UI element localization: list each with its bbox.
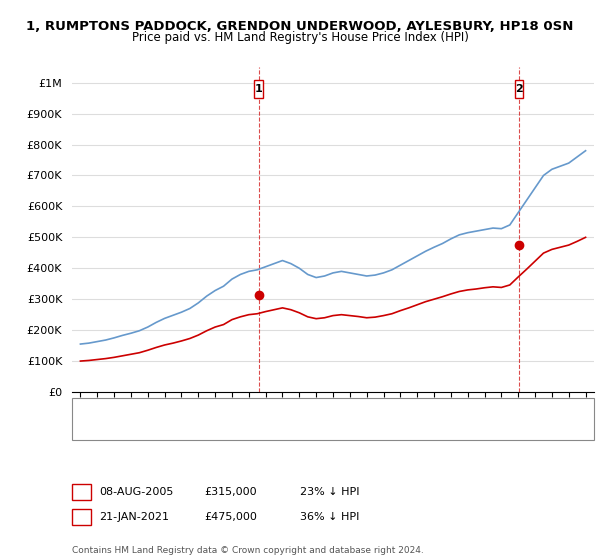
Text: £315,000: £315,000 (204, 487, 257, 497)
FancyBboxPatch shape (515, 80, 523, 98)
Text: 1, RUMPTONS PADDOCK, GRENDON UNDERWOOD, AYLESBURY, HP18 0SN: 1, RUMPTONS PADDOCK, GRENDON UNDERWOOD, … (26, 20, 574, 32)
Text: 23% ↓ HPI: 23% ↓ HPI (300, 487, 359, 497)
Text: 1: 1 (254, 84, 262, 94)
Text: Contains HM Land Registry data © Crown copyright and database right 2024.: Contains HM Land Registry data © Crown c… (72, 546, 424, 555)
Text: 1: 1 (78, 487, 85, 497)
Text: 2: 2 (78, 512, 85, 522)
Text: Price paid vs. HM Land Registry's House Price Index (HPI): Price paid vs. HM Land Registry's House … (131, 31, 469, 44)
Text: 2: 2 (515, 84, 523, 94)
FancyBboxPatch shape (254, 80, 263, 98)
Text: 08-AUG-2005: 08-AUG-2005 (99, 487, 173, 497)
Text: 1, RUMPTONS PADDOCK, GRENDON UNDERWOOD, AYLESBURY, HP18 0SN (detached hou: 1, RUMPTONS PADDOCK, GRENDON UNDERWOOD, … (111, 404, 548, 414)
Text: HPI: Average price, detached house, Buckinghamshire: HPI: Average price, detached house, Buck… (111, 423, 377, 433)
Text: £475,000: £475,000 (204, 512, 257, 522)
Text: 21-JAN-2021: 21-JAN-2021 (99, 512, 169, 522)
Text: ———: ——— (81, 403, 119, 416)
Text: ———: ——— (81, 421, 119, 435)
Text: 36% ↓ HPI: 36% ↓ HPI (300, 512, 359, 522)
